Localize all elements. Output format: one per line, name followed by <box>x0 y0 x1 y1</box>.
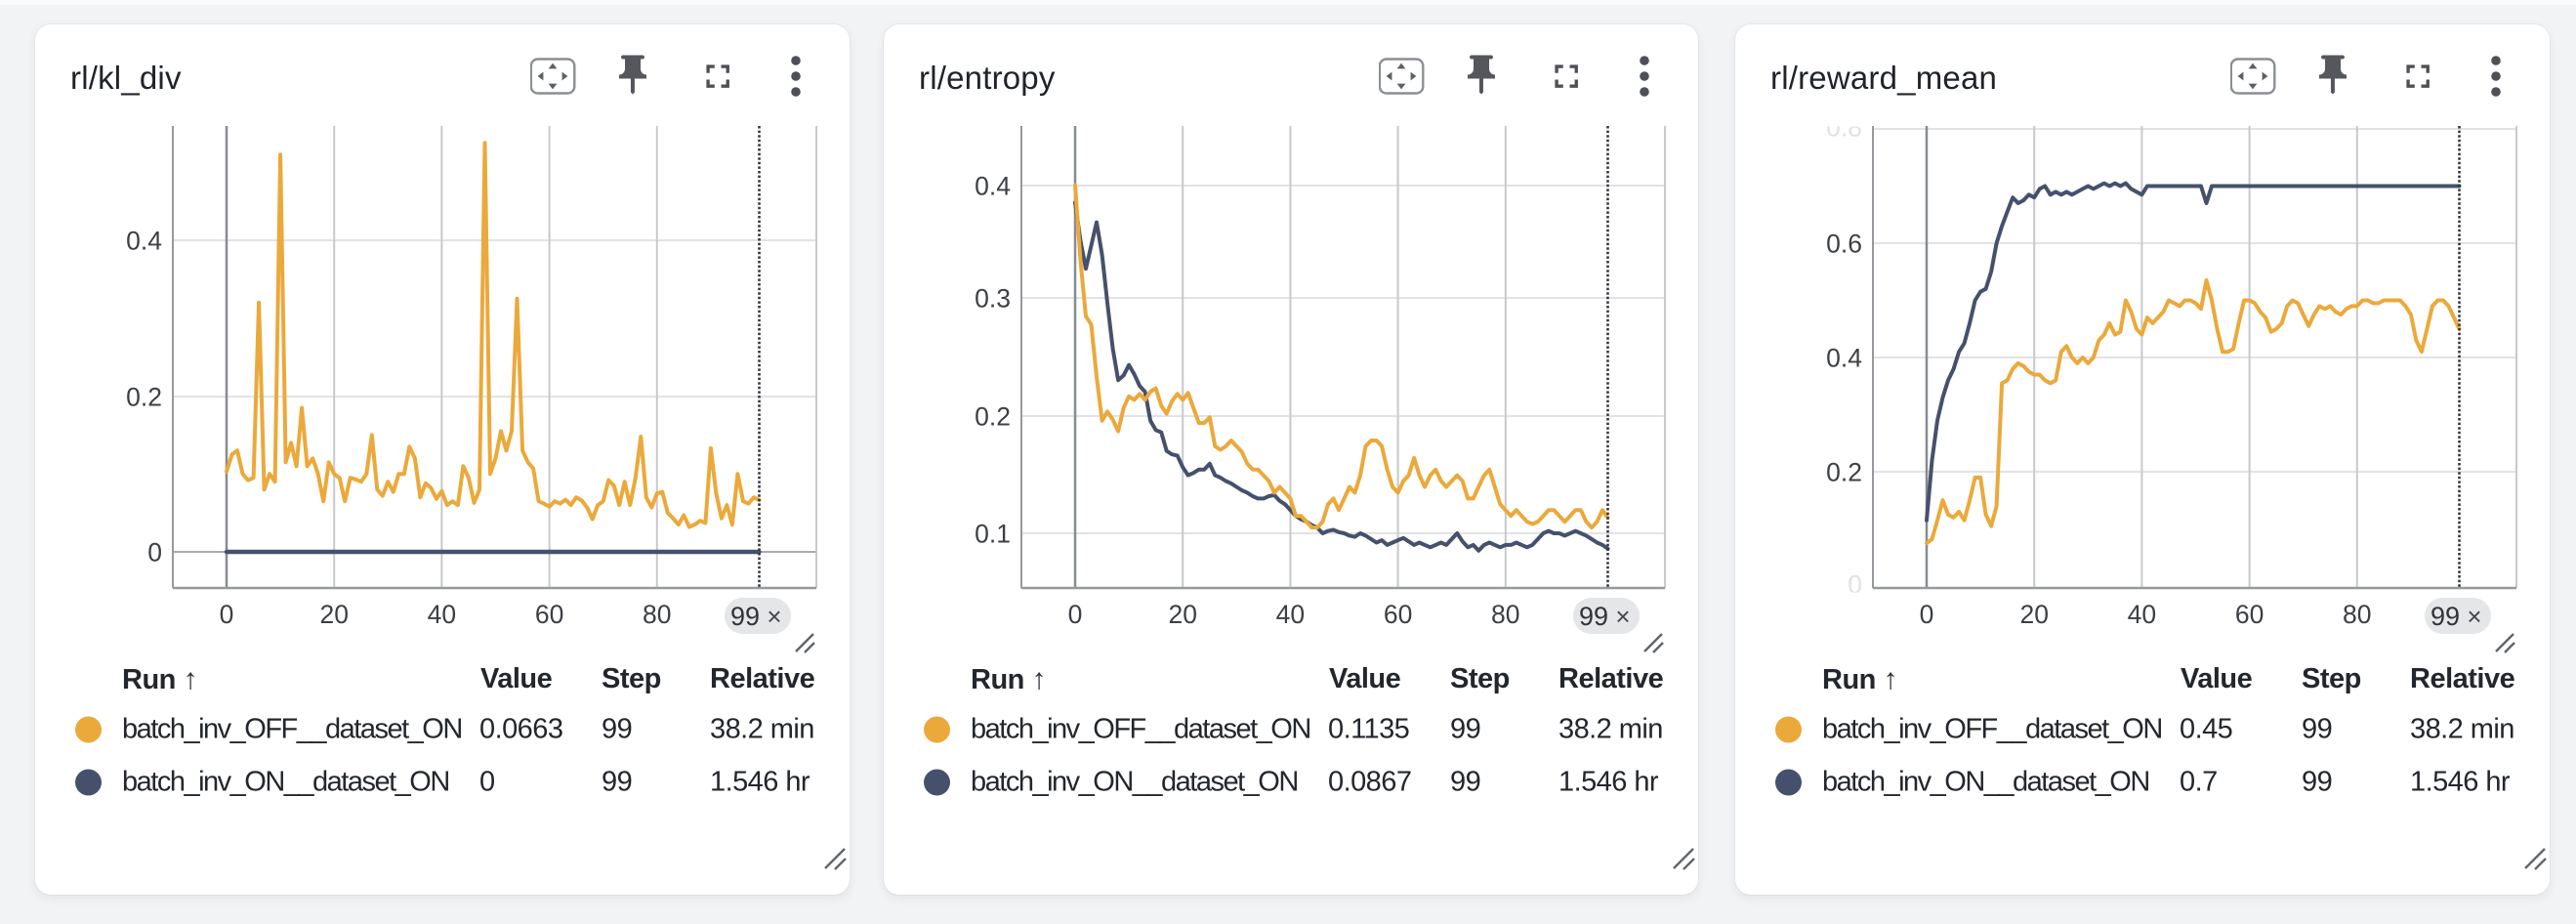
svg-text:×: × <box>767 602 781 631</box>
svg-text:0: 0 <box>1068 600 1083 629</box>
svg-text:60: 60 <box>1384 600 1412 629</box>
svg-text:0.2: 0.2 <box>126 383 162 412</box>
svg-text:20: 20 <box>319 600 348 629</box>
svg-text:40: 40 <box>428 600 456 629</box>
svg-text:80: 80 <box>2343 600 2371 629</box>
svg-text:0.2: 0.2 <box>975 402 1011 432</box>
svg-text:99: 99 <box>730 602 760 631</box>
svg-text:0.2: 0.2 <box>1826 458 1862 487</box>
svg-text:0: 0 <box>1920 600 1934 629</box>
svg-text:80: 80 <box>643 600 671 629</box>
svg-text:80: 80 <box>1491 600 1519 629</box>
svg-text:99: 99 <box>1579 602 1608 631</box>
svg-text:20: 20 <box>2019 600 2048 629</box>
svg-text:40: 40 <box>2128 600 2156 629</box>
svg-text:0.3: 0.3 <box>975 284 1011 314</box>
svg-text:0.4: 0.4 <box>1826 344 1862 373</box>
svg-text:0.4: 0.4 <box>975 172 1011 201</box>
svg-text:40: 40 <box>1276 600 1305 629</box>
svg-text:0.1: 0.1 <box>975 520 1011 549</box>
svg-text:×: × <box>1615 602 1630 631</box>
svg-text:60: 60 <box>535 600 563 629</box>
svg-text:0: 0 <box>1848 570 1862 600</box>
svg-text:×: × <box>2467 602 2481 631</box>
svg-text:0: 0 <box>220 600 234 629</box>
svg-text:0.8: 0.8 <box>1826 113 1862 143</box>
svg-text:99: 99 <box>2431 602 2460 631</box>
svg-text:60: 60 <box>2235 600 2264 629</box>
svg-text:20: 20 <box>1168 600 1196 629</box>
svg-text:0.4: 0.4 <box>126 227 162 256</box>
svg-text:0.6: 0.6 <box>1826 230 1862 259</box>
svg-text:0: 0 <box>147 538 162 567</box>
